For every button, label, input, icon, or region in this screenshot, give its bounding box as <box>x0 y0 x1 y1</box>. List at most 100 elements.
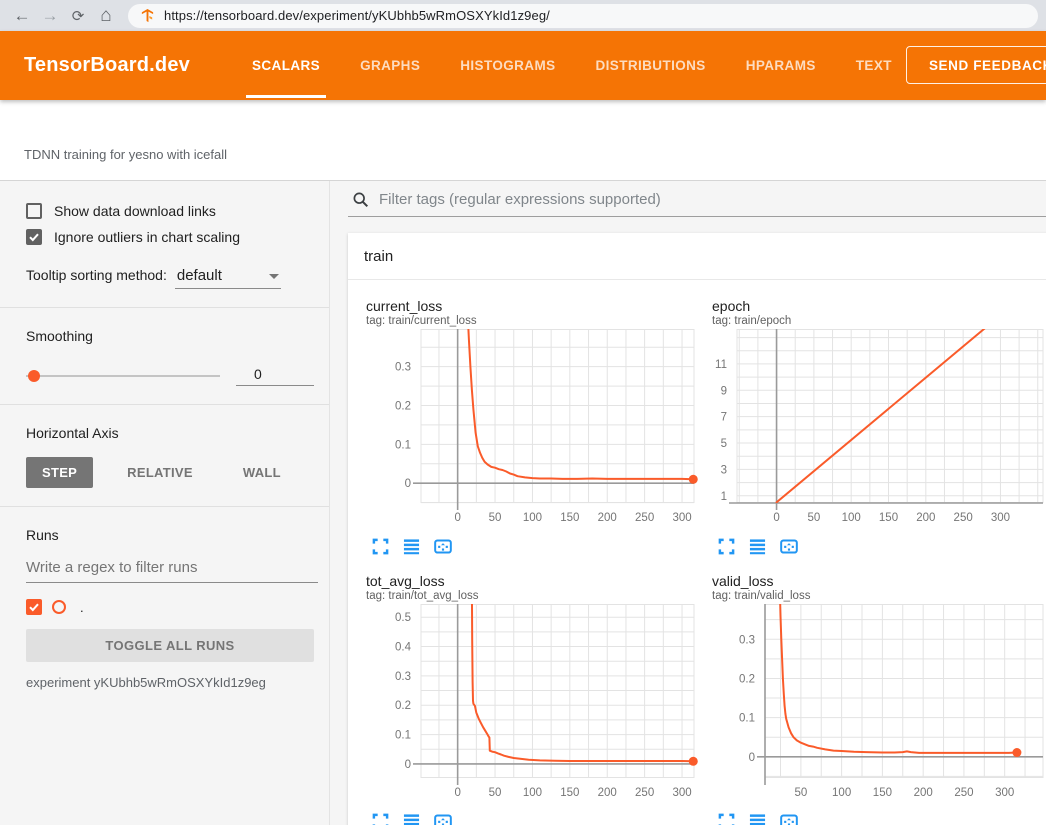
experiment-title: TDNN training for yesno with icefall <box>24 147 227 162</box>
svg-text:150: 150 <box>879 512 898 524</box>
svg-text:200: 200 <box>914 787 933 799</box>
tab-hparams[interactable]: HPARAMS <box>726 31 836 100</box>
svg-text:300: 300 <box>672 512 691 524</box>
svg-text:0.3: 0.3 <box>739 634 755 646</box>
fullscreen-icon[interactable] <box>372 812 390 825</box>
filter-tags-input[interactable] <box>379 191 1046 208</box>
fit-domain-icon[interactable] <box>434 812 452 825</box>
chart-card: current_loss tag: train/current_loss 050… <box>356 288 702 559</box>
svg-text:0: 0 <box>454 787 460 799</box>
forward-icon[interactable]: → <box>36 2 64 30</box>
app-header: TensorBoard.dev SCALARS GRAPHS HISTOGRAM… <box>0 31 1046 100</box>
svg-text:0.3: 0.3 <box>395 671 411 683</box>
chart-card: epoch tag: train/epoch 05010015020025030… <box>702 288 1046 559</box>
chart-card: valid_loss tag: train/valid_loss 5010015… <box>702 563 1046 825</box>
log-scale-icon[interactable] <box>403 537 421 555</box>
fit-domain-icon[interactable] <box>780 812 798 825</box>
svg-text:11: 11 <box>715 359 727 371</box>
svg-text:50: 50 <box>489 787 502 799</box>
reload-icon[interactable]: ⟳ <box>64 2 92 30</box>
chart-tag: tag: train/tot_avg_loss <box>366 590 702 602</box>
chart-tag: tag: train/epoch <box>712 315 1046 327</box>
chart-plot[interactable]: 0501001502002503001357911 <box>702 329 1044 535</box>
svg-text:0.2: 0.2 <box>395 401 411 413</box>
svg-text:0.1: 0.1 <box>739 713 755 725</box>
tab-distributions[interactable]: DISTRIBUTIONS <box>576 31 726 100</box>
svg-text:9: 9 <box>721 385 727 397</box>
fit-domain-icon[interactable] <box>780 537 798 555</box>
search-icon <box>352 191 369 208</box>
run-color-circle-icon <box>52 600 66 614</box>
run-checkbox-checked-icon[interactable] <box>26 599 42 615</box>
show-download-links-checkbox[interactable]: Show data download links <box>26 203 317 219</box>
home-icon[interactable]: ⌂ <box>92 2 120 30</box>
experiment-subheader: TDNN training for yesno with icefall <box>0 100 1046 181</box>
toggle-all-runs-button[interactable]: TOGGLE ALL RUNS <box>26 629 314 662</box>
tab-text[interactable]: TEXT <box>836 31 912 100</box>
svg-text:0.3: 0.3 <box>395 362 411 374</box>
axis-step-button[interactable]: STEP <box>26 457 93 488</box>
svg-text:50: 50 <box>794 787 807 799</box>
tab-histograms[interactable]: HISTOGRAMS <box>440 31 575 100</box>
smoothing-slider[interactable] <box>26 369 220 383</box>
tensorboard-favicon <box>140 8 155 23</box>
chart-toolbar <box>372 812 702 825</box>
chart-title: tot_avg_loss <box>366 573 702 589</box>
svg-text:100: 100 <box>842 512 861 524</box>
send-feedback-button[interactable]: SEND FEEDBACK <box>906 46 1046 84</box>
smoothing-value[interactable]: 0 <box>236 366 314 386</box>
axis-relative-button[interactable]: RELATIVE <box>111 457 209 488</box>
chart-card: tot_avg_loss tag: train/tot_avg_loss 0 50… <box>356 563 702 825</box>
svg-text:250: 250 <box>635 512 654 524</box>
svg-text:100: 100 <box>523 787 542 799</box>
fullscreen-icon[interactable] <box>718 812 736 825</box>
app-logo: TensorBoard.dev <box>24 54 190 77</box>
slider-thumb[interactable] <box>28 370 40 382</box>
horizontal-axis-label: Horizontal Axis <box>26 425 317 441</box>
divider <box>0 506 329 507</box>
svg-text:0.2: 0.2 <box>739 673 755 685</box>
chart-plot[interactable]: 05010015020025030000.10.20.3 <box>356 329 698 535</box>
back-icon[interactable]: ← <box>8 2 36 30</box>
run-list-item[interactable]: . <box>26 599 317 615</box>
svg-text:250: 250 <box>954 512 973 524</box>
runs-filter-input[interactable] <box>26 557 318 583</box>
log-scale-icon[interactable] <box>749 812 767 825</box>
divider <box>0 404 329 405</box>
svg-text:100: 100 <box>523 512 542 524</box>
chart-tag: tag: train/valid_loss <box>712 590 1046 602</box>
svg-text:0.5: 0.5 <box>395 612 411 624</box>
runs-label: Runs <box>26 527 317 543</box>
nav-tabs: SCALARS GRAPHS HISTOGRAMS DISTRIBUTIONS … <box>232 31 912 100</box>
svg-text:300: 300 <box>672 787 691 799</box>
chart-plot[interactable]: 05010015020025030000.10.20.30.40.5 <box>356 604 698 810</box>
svg-text:150: 150 <box>560 512 579 524</box>
svg-text:1: 1 <box>721 491 727 503</box>
fit-domain-icon[interactable] <box>434 537 452 555</box>
checkbox-checked-icon[interactable] <box>26 229 42 245</box>
svg-text:0.4: 0.4 <box>395 642 412 654</box>
url-text: https://tensorboard.dev/experiment/yKUbh… <box>164 8 550 23</box>
log-scale-icon[interactable] <box>749 537 767 555</box>
chart-plot[interactable]: 5010015020025030000.10.20.3 <box>702 604 1044 810</box>
address-bar[interactable]: https://tensorboard.dev/experiment/yKUbh… <box>128 4 1038 28</box>
checkbox-unchecked-icon[interactable] <box>26 203 42 219</box>
fullscreen-icon[interactable] <box>718 537 736 555</box>
ignore-outliers-checkbox[interactable]: Ignore outliers in chart scaling <box>26 229 317 245</box>
run-name: . <box>80 600 84 615</box>
svg-text:0: 0 <box>405 478 411 490</box>
slider-track[interactable] <box>26 375 220 377</box>
fullscreen-icon[interactable] <box>372 537 390 555</box>
axis-wall-button[interactable]: WALL <box>227 457 297 488</box>
chart-toolbar <box>372 537 702 555</box>
chart-title: current_loss <box>366 298 702 314</box>
svg-text:200: 200 <box>598 512 617 524</box>
train-section-header[interactable]: train <box>348 233 1046 280</box>
tooltip-sorting-select[interactable]: default <box>175 267 281 289</box>
settings-sidebar: Show data download links Ignore outliers… <box>0 181 330 825</box>
tab-scalars[interactable]: SCALARS <box>232 31 340 100</box>
horizontal-axis-group: STEP RELATIVE WALL <box>26 457 317 488</box>
tab-graphs[interactable]: GRAPHS <box>340 31 440 100</box>
log-scale-icon[interactable] <box>403 812 421 825</box>
svg-text:3: 3 <box>721 464 727 476</box>
